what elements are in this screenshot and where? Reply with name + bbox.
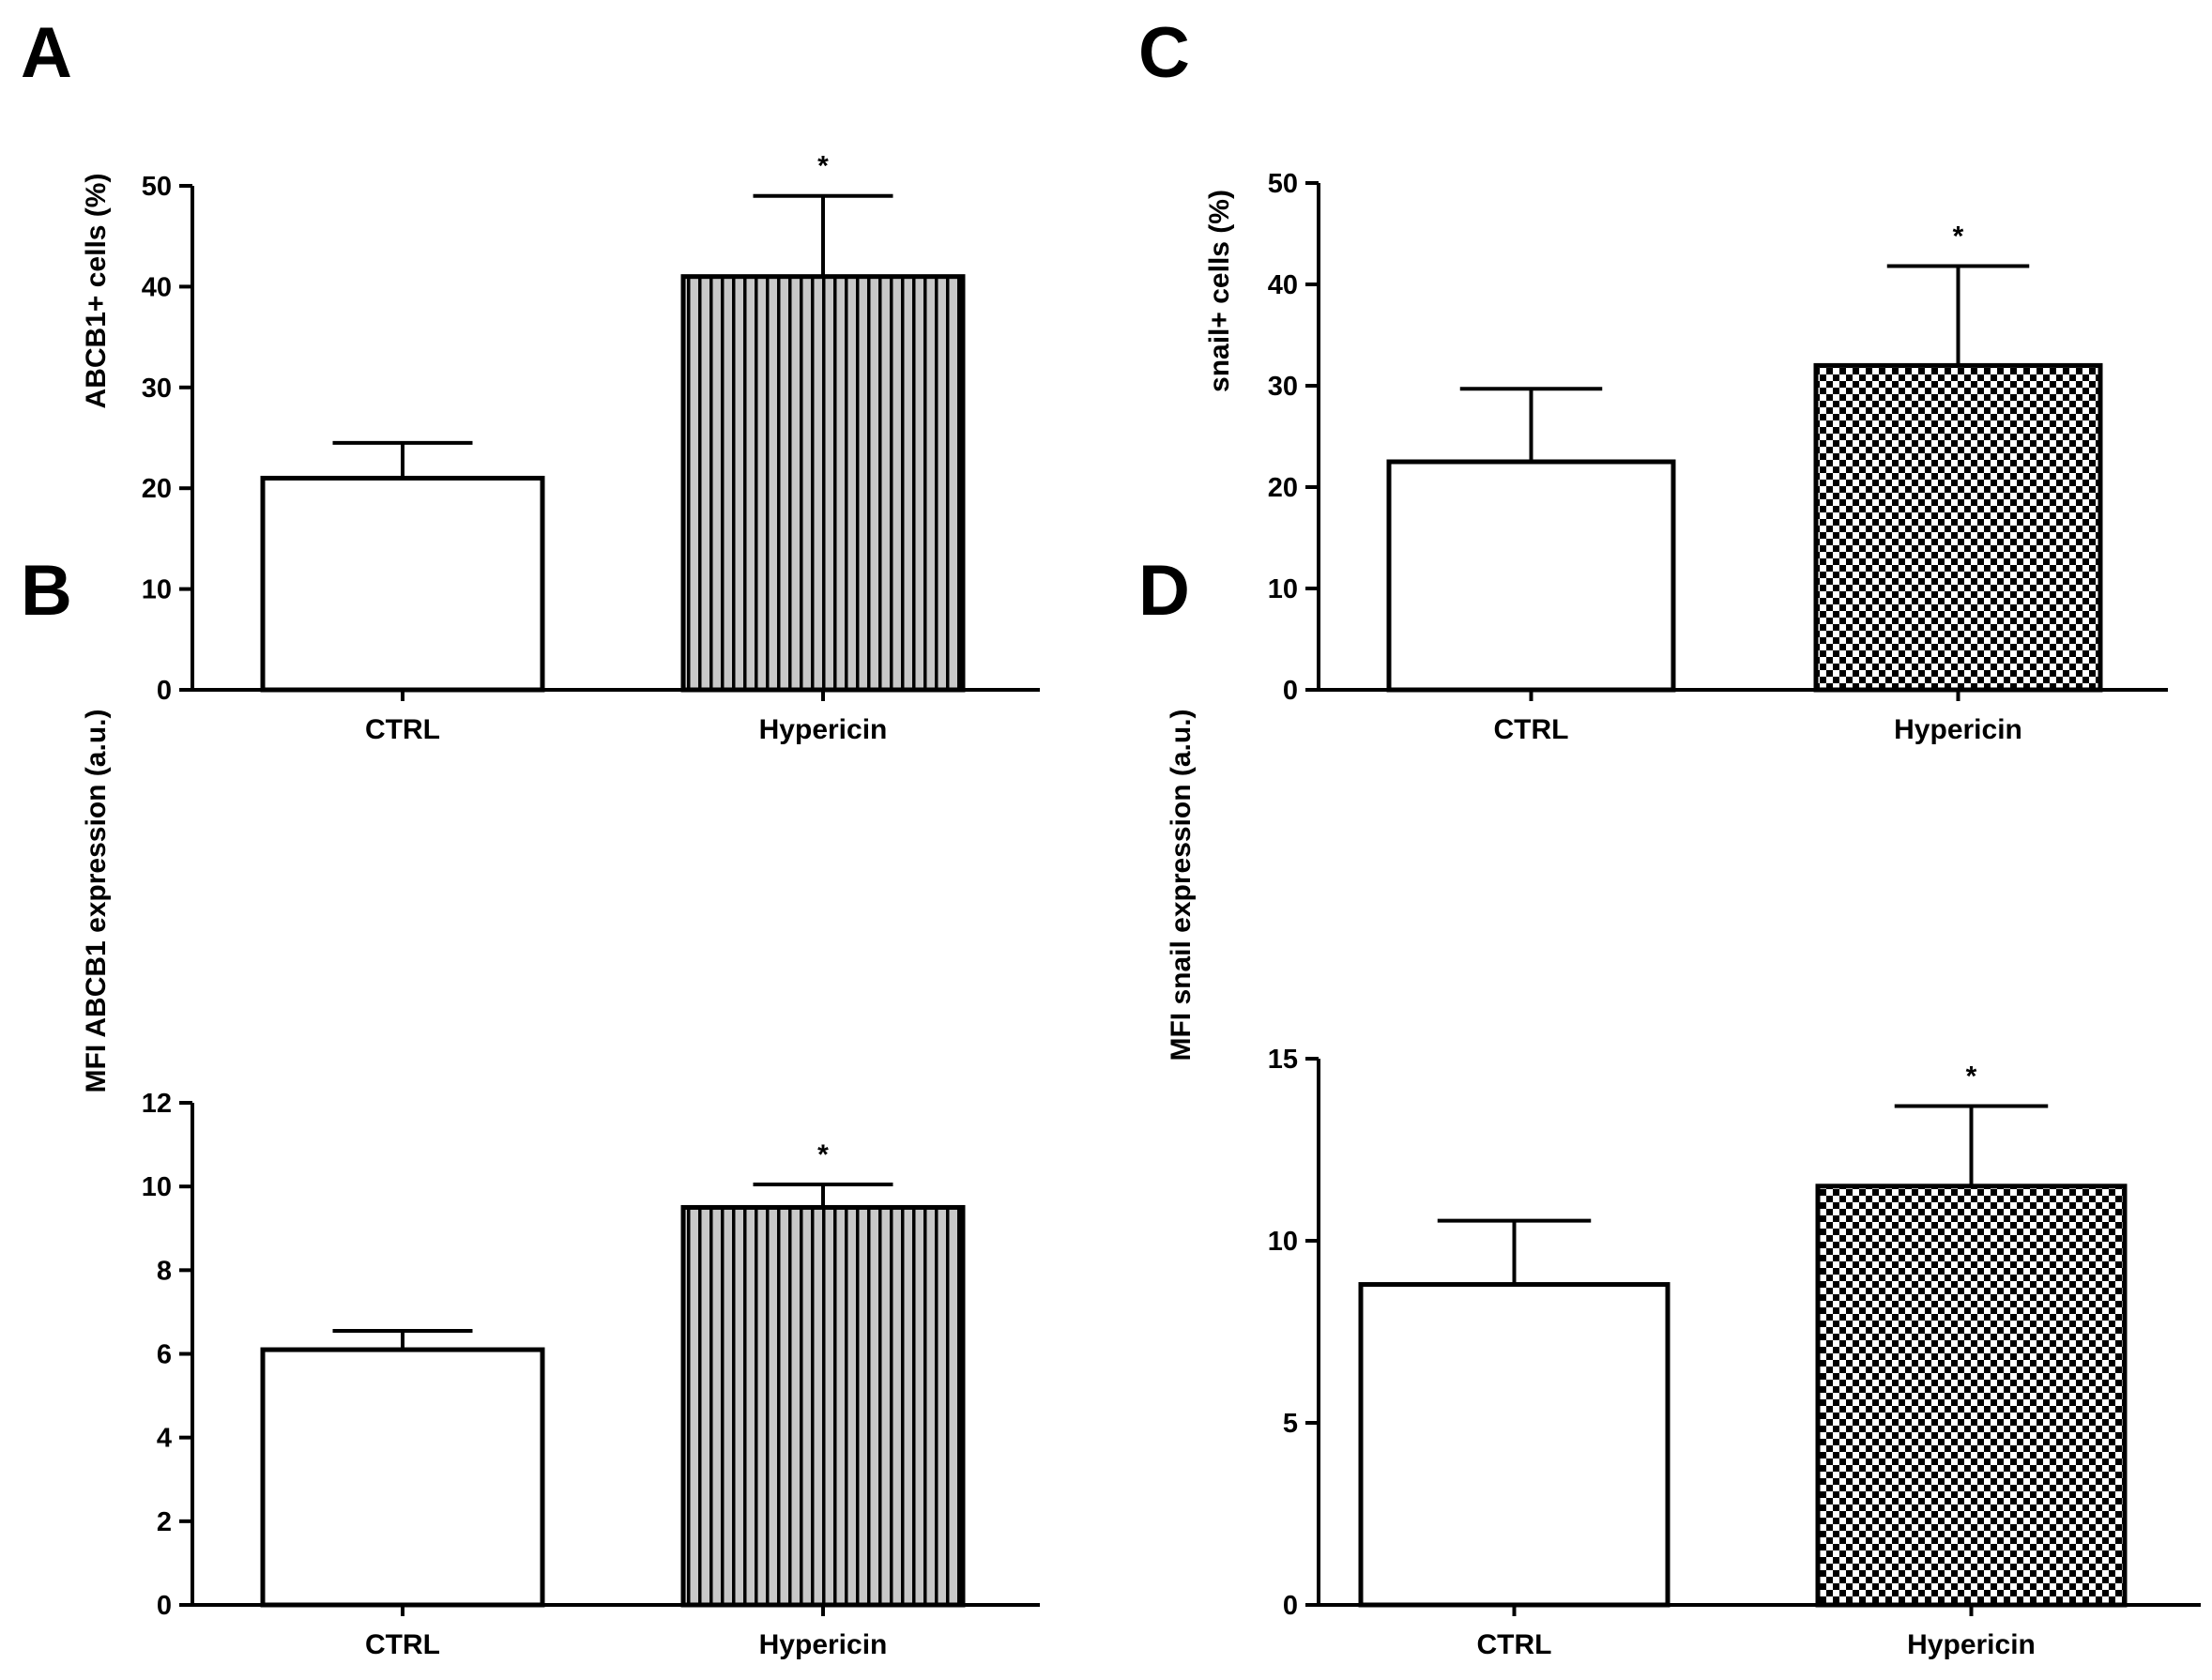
y-tick-label: 8 bbox=[157, 1256, 172, 1286]
significance-marker: * bbox=[817, 1139, 829, 1170]
y-tick-label: 20 bbox=[1268, 473, 1298, 503]
bar bbox=[1386, 459, 1676, 693]
x-tick-label: Hypericin bbox=[1894, 714, 2022, 745]
y-axis-title: ABCB1+ cells (%) bbox=[81, 174, 112, 409]
significance-marker: * bbox=[1966, 1061, 1977, 1092]
bar bbox=[260, 1347, 545, 1608]
bar bbox=[680, 274, 966, 693]
y-tick-label: 10 bbox=[1268, 574, 1298, 604]
significance-marker: * bbox=[817, 151, 829, 182]
y-axis-title: MFI ABCB1 expression (a.u.) bbox=[81, 710, 112, 1093]
bar bbox=[1815, 1184, 2128, 1608]
y-tick-label: 30 bbox=[1268, 372, 1298, 402]
y-tick-label: 12 bbox=[142, 1089, 172, 1119]
y-tick-label: 10 bbox=[1268, 1227, 1298, 1257]
panel-label: A bbox=[21, 13, 72, 93]
x-tick-label: CTRL bbox=[1494, 714, 1569, 745]
panel-label: C bbox=[1138, 13, 1190, 93]
y-tick-label: 6 bbox=[157, 1340, 172, 1370]
y-tick-label: 40 bbox=[1268, 270, 1298, 300]
panel-c: C snail+ cells (%) CTRL * Hypericin 0 10 20 30… bbox=[1138, 13, 2168, 745]
panel-a: A ABCB1+ cells (%) CTRL * Hypericin 0 10 20 30… bbox=[21, 13, 1040, 745]
x-tick-label: Hypericin bbox=[759, 1629, 888, 1660]
bar bbox=[1813, 362, 2103, 693]
x-tick-label: Hypericin bbox=[1907, 1629, 2036, 1660]
y-tick-label: 50 bbox=[1268, 169, 1298, 199]
panel-b: B MFI ABCB1 expression (a.u.) CTRL * Hyper… bbox=[21, 551, 1040, 1660]
panel-d: D MFI snail expression (a.u.) CTRL * Hyper… bbox=[1138, 551, 2201, 1660]
y-tick-label: 0 bbox=[157, 676, 172, 706]
x-tick-label: Hypericin bbox=[759, 714, 888, 745]
significance-marker: * bbox=[1953, 221, 1964, 252]
y-axis-title: snail+ cells (%) bbox=[1204, 190, 1235, 392]
y-tick-label: 0 bbox=[1283, 676, 1298, 706]
y-tick-label: 15 bbox=[1268, 1045, 1298, 1075]
y-tick-label: 0 bbox=[1283, 1591, 1298, 1621]
panel-label: D bbox=[1138, 551, 1190, 631]
bar bbox=[1358, 1282, 1670, 1608]
y-tick-label: 4 bbox=[157, 1424, 172, 1454]
bar bbox=[260, 475, 545, 693]
y-tick-label: 50 bbox=[142, 172, 172, 202]
y-tick-label: 2 bbox=[157, 1507, 172, 1537]
panel-label: B bbox=[21, 551, 72, 631]
y-tick-label: 30 bbox=[142, 374, 172, 404]
y-tick-label: 10 bbox=[142, 1172, 172, 1202]
x-tick-label: CTRL bbox=[1477, 1629, 1552, 1660]
bar bbox=[680, 1204, 966, 1608]
y-tick-label: 10 bbox=[142, 575, 172, 605]
y-tick-label: 40 bbox=[142, 272, 172, 302]
x-tick-label: CTRL bbox=[365, 1629, 440, 1660]
y-axis-title: MFI snail expression (a.u.) bbox=[1166, 709, 1197, 1061]
x-tick-label: CTRL bbox=[365, 714, 440, 745]
y-tick-label: 20 bbox=[142, 474, 172, 504]
y-tick-label: 0 bbox=[157, 1591, 172, 1621]
y-tick-label: 5 bbox=[1283, 1409, 1298, 1439]
